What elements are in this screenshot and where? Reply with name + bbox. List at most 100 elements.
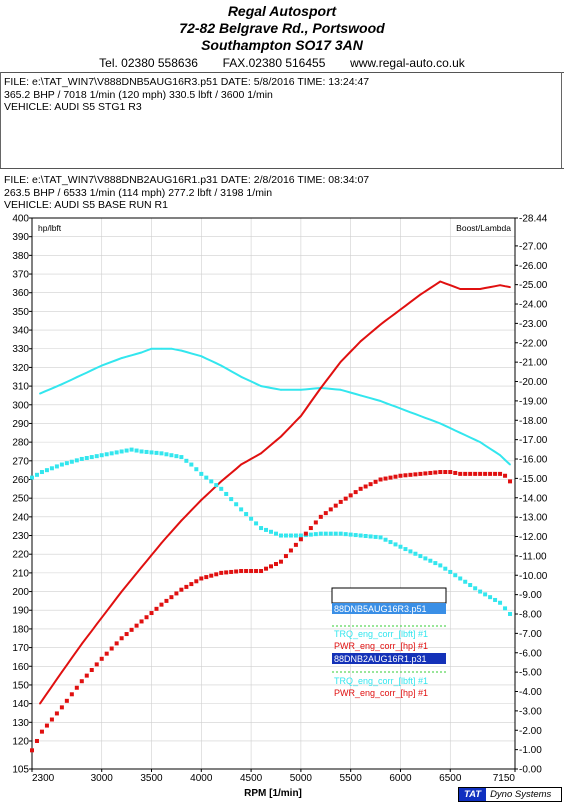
y-tick-label: 230 — [12, 531, 29, 542]
data-point — [439, 280, 442, 283]
legend: 88DNB5AUG16R3.p51 TRQ_eng_corr_[lbft] #1… — [331, 587, 447, 698]
data-point — [54, 711, 59, 716]
y2-tick-label: -11.00 — [519, 551, 547, 562]
data-point — [134, 623, 139, 628]
data-point — [378, 477, 383, 482]
series-3 — [30, 447, 513, 616]
data-point — [499, 284, 501, 287]
data-point — [353, 533, 358, 538]
y-tick-label: 350 — [12, 307, 29, 318]
data-point — [428, 558, 433, 563]
data-point — [149, 450, 154, 455]
y-tick-label: 120 — [12, 736, 29, 747]
data-point — [140, 351, 143, 354]
data-point — [154, 450, 159, 455]
data-point — [100, 616, 103, 619]
data-point — [278, 559, 283, 564]
data-point — [39, 392, 41, 395]
data-point — [129, 447, 134, 452]
data-point — [458, 576, 463, 581]
data-point — [433, 561, 438, 566]
data-point — [443, 566, 448, 571]
data-point — [149, 611, 154, 616]
data-point — [368, 534, 373, 539]
data-point — [313, 520, 318, 525]
data-point — [120, 590, 123, 593]
data-point — [379, 400, 382, 402]
data-point — [323, 531, 328, 536]
y-axis-ticks: 105 120 130 140 150 160 170 180 190 200 210 220 230 2… — [12, 214, 32, 776]
data-point — [59, 462, 64, 467]
data-point — [468, 583, 473, 588]
y2-tick-label: -3.00 — [519, 706, 542, 717]
y-tick-label: 220 — [12, 550, 29, 561]
data-point — [64, 698, 69, 703]
data-point — [224, 570, 229, 575]
y-tick-label: 105 — [12, 765, 29, 776]
data-point — [124, 632, 129, 637]
x-tick-label: 6500 — [439, 773, 462, 784]
data-point — [169, 453, 174, 458]
data-point — [453, 573, 458, 578]
data-point — [134, 448, 139, 453]
data-point — [194, 467, 199, 472]
y2-tick-label: -28.44 — [519, 214, 548, 225]
y2-tick-label: -9.00 — [519, 590, 542, 601]
data-point — [159, 451, 164, 456]
data-point — [74, 685, 79, 690]
y2-axis-label: Boost/Lambda — [456, 223, 511, 233]
y-tick-label: 200 — [12, 587, 29, 598]
legend-run1-highlight — [332, 603, 446, 614]
data-point — [114, 450, 119, 455]
run2-info: FILE: e:\TAT_WIN7\V888DNB2AUG16R1.p31 DA… — [4, 174, 369, 212]
data-point — [229, 497, 234, 502]
data-point — [419, 415, 422, 417]
data-point — [318, 514, 323, 519]
chart-grid — [32, 218, 515, 769]
legend-run1-name: 88DNB5AUG16R3.p51 — [334, 604, 427, 614]
data-point — [413, 472, 418, 477]
data-point — [240, 463, 243, 466]
data-point — [343, 532, 348, 537]
data-point — [189, 582, 194, 587]
info-divider — [0, 168, 564, 169]
data-point — [89, 455, 94, 460]
data-point — [393, 542, 398, 547]
y2-tick-label: -26.00 — [519, 261, 548, 272]
series-2 — [39, 280, 511, 705]
run2-result: 263.5 BHP / 6533 1/min (114 mph) 277.2 l… — [4, 186, 273, 199]
company-address-line2: Southampton SO17 3AN — [201, 37, 363, 53]
y-tick-label: 310 — [12, 382, 29, 393]
data-point — [288, 548, 293, 553]
data-point — [74, 458, 79, 463]
data-point — [154, 606, 159, 611]
data-point — [479, 288, 482, 290]
y2-tick-label: -2.00 — [519, 726, 542, 737]
data-point — [69, 692, 74, 697]
data-point — [160, 542, 163, 544]
data-point — [234, 569, 239, 574]
data-point — [303, 531, 308, 536]
data-point — [398, 544, 403, 549]
y2-tick-label: -8.00 — [519, 610, 542, 621]
dyno-brand: TAT Dyno Systems — [458, 787, 562, 802]
data-point — [214, 483, 219, 488]
data-point — [368, 482, 373, 487]
data-point — [299, 415, 302, 417]
y2-tick-label: -23.00 — [519, 319, 548, 330]
data-point — [489, 286, 492, 289]
data-point — [144, 449, 149, 454]
run1-vehicle: VEHICLE: AUDI S5 STG1 R3 — [4, 101, 142, 113]
data-point — [209, 479, 214, 484]
data-point — [170, 347, 173, 350]
data-point — [373, 534, 378, 539]
legend-run2-highlight — [332, 653, 446, 664]
data-point — [463, 579, 468, 584]
data-point — [114, 641, 119, 646]
data-point — [308, 526, 313, 531]
data-point — [413, 551, 418, 556]
info-left-border — [0, 72, 1, 168]
data-point — [179, 587, 184, 592]
data-point — [299, 388, 302, 391]
y-tick-label: 170 — [12, 643, 29, 654]
